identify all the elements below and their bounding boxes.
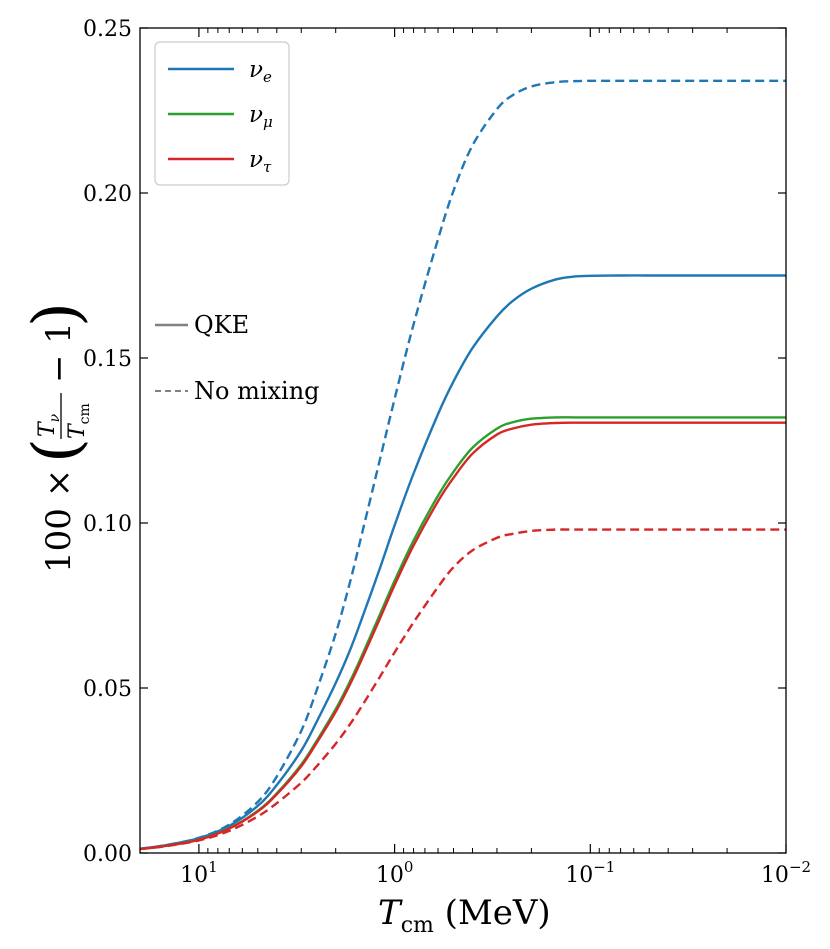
svg-text:): ) (20, 302, 94, 327)
svg-text:Tcm: Tcm (65, 403, 93, 439)
series-line-no-mixing-4 (139, 528, 786, 851)
y-tick-label: 0.05 (83, 677, 132, 702)
series-line-qke-0 (139, 274, 786, 850)
ticks-layer: 0.00 0.05 0.10 0.15 0.20 0.25 101 100 10−1 10−2 (83, 17, 811, 888)
style-legend-no-mixing: No mixing (155, 377, 320, 405)
legend-label: No mixing (194, 377, 320, 405)
svg-text:Tν: Tν (35, 413, 63, 437)
y-tick-label: 0.15 (83, 347, 132, 372)
y-tick-label: 0.20 (83, 182, 132, 207)
svg-text:(: ( (20, 438, 94, 463)
x-axis-title: Tcm (MeV) (378, 893, 551, 938)
plot-frame (139, 27, 787, 854)
style-legend-qke: QKE (155, 311, 249, 339)
x-tick-label: 101 (180, 858, 218, 888)
y-tick-label: 0.10 (83, 512, 132, 537)
series-line-qke-1 (139, 416, 786, 851)
style-legend: QKE No mixing (155, 311, 320, 405)
series-line-no-mixing-3 (139, 79, 786, 850)
x-tick-label: 10−1 (565, 858, 615, 888)
series-layer (139, 79, 786, 851)
legend: νe νμ ντ (154, 41, 290, 186)
legend-label: QKE (194, 311, 249, 339)
svg-text:100 ×: 100 × (39, 469, 79, 573)
x-tick-label: 100 (376, 858, 414, 888)
y-tick-label: 0.00 (83, 842, 132, 867)
svg-text:Tcm (MeV): Tcm (MeV) (378, 893, 551, 938)
y-tick-label: 0.25 (83, 17, 132, 42)
y-axis-title: 100 × ( Tν Tcm − 1 ) (20, 302, 94, 573)
x-tick-label: 10−2 (761, 858, 811, 888)
svg-text:− 1: − 1 (39, 322, 79, 383)
series-line-qke-2 (139, 421, 786, 851)
